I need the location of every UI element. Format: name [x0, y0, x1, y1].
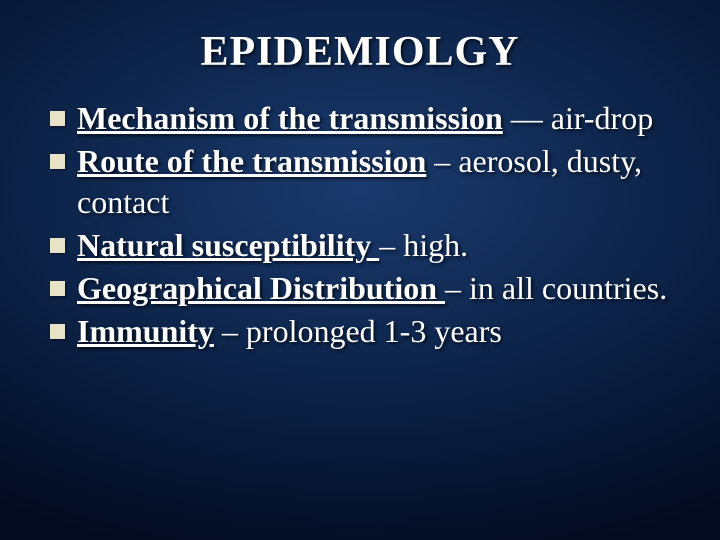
- bullet-icon: [50, 238, 65, 253]
- list-item-text: Immunity – prolonged 1-3 years: [77, 311, 670, 352]
- list-item-text: Route of the transmission – aerosol, dus…: [77, 141, 670, 223]
- list-item: Mechanism of the transmission — air-drop: [50, 98, 670, 139]
- list-item-label: Route of the transmission: [77, 143, 426, 179]
- list-item-label: Geographical Distribution: [77, 270, 445, 306]
- bullet-icon: [50, 111, 65, 126]
- bullet-icon: [50, 324, 65, 339]
- list-item-rest: – in all countries.: [445, 270, 667, 306]
- list-item-text: Mechanism of the transmission — air-drop: [77, 98, 670, 139]
- list-item: Route of the transmission – aerosol, dus…: [50, 141, 670, 223]
- list-item-text: Natural susceptibility – high.: [77, 225, 670, 266]
- slide: EPIDEMIOLGY Mechanism of the transmissio…: [0, 0, 720, 540]
- list-item-label: Immunity: [77, 313, 214, 349]
- list-item: Geographical Distribution – in all count…: [50, 268, 670, 309]
- list-item: Natural susceptibility – high.: [50, 225, 670, 266]
- bullet-icon: [50, 154, 65, 169]
- list-item-rest: — air-drop: [503, 100, 653, 136]
- list-item-text: Geographical Distribution – in all count…: [77, 268, 670, 309]
- list-item: Immunity – prolonged 1-3 years: [50, 311, 670, 352]
- list-item-rest: – prolonged 1-3 years: [214, 313, 502, 349]
- list-item-rest: – high.: [379, 227, 468, 263]
- slide-content: Mechanism of the transmission — air-drop…: [50, 98, 670, 352]
- bullet-icon: [50, 281, 65, 296]
- list-item-label: Mechanism of the transmission: [77, 100, 503, 136]
- slide-title: EPIDEMIOLGY: [50, 28, 670, 76]
- list-item-label: Natural susceptibility: [77, 227, 379, 263]
